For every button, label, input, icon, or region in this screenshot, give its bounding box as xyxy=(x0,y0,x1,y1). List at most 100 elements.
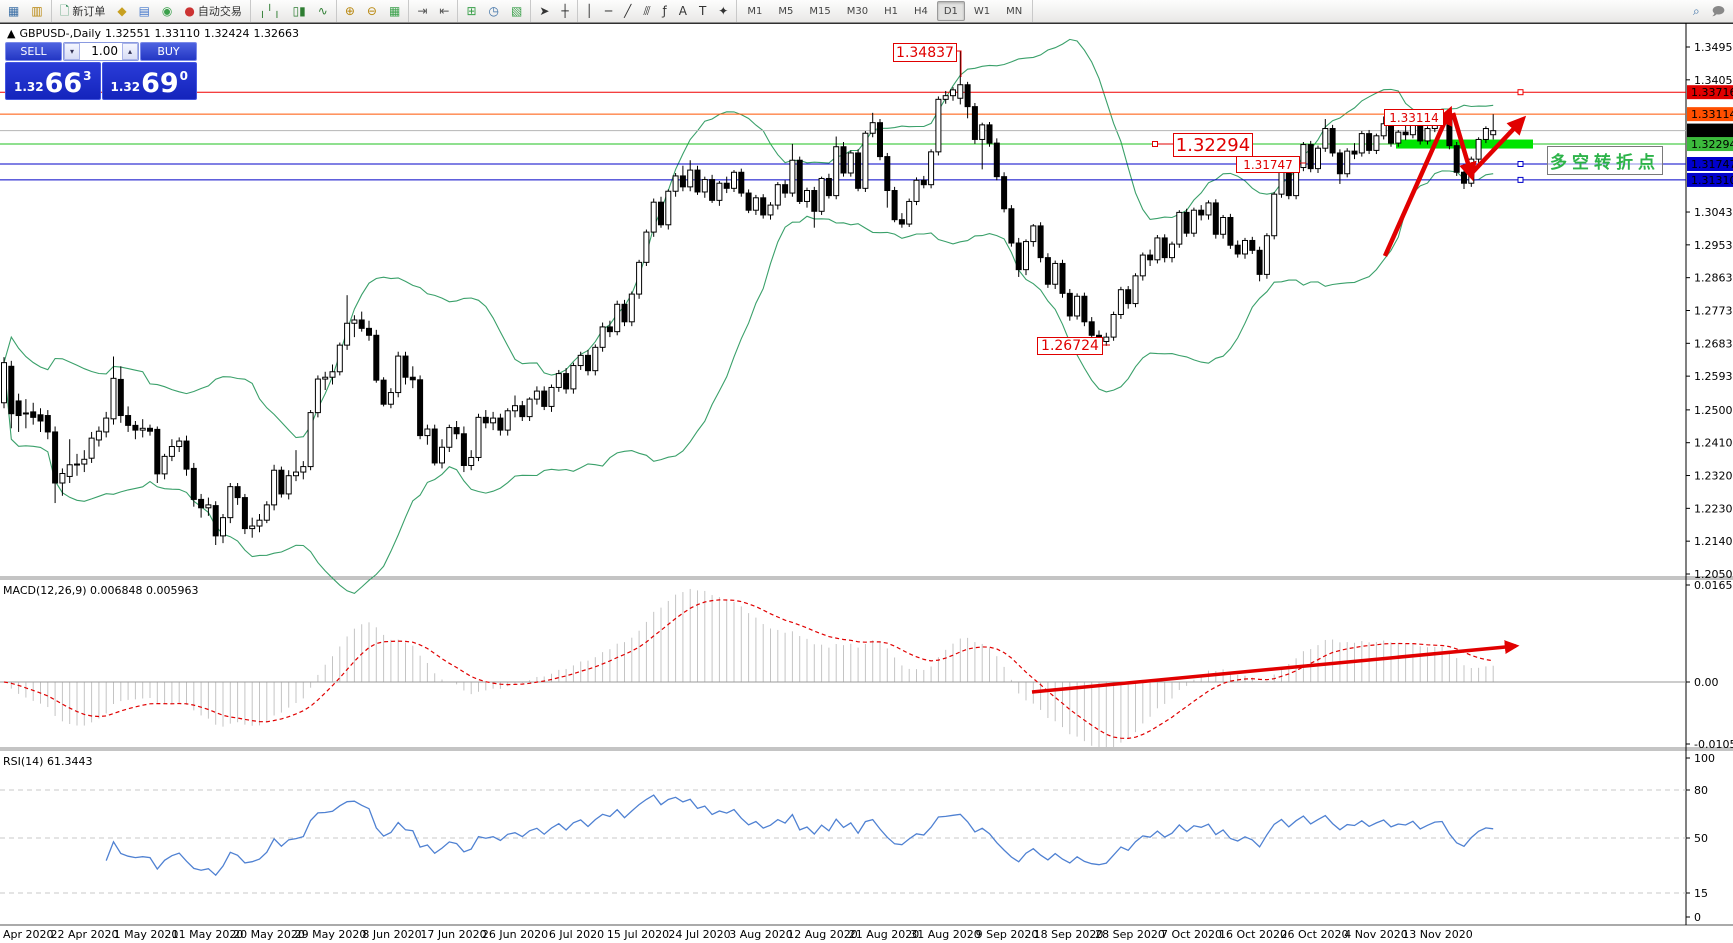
toolbar-new-order-icon[interactable]: 🗋 新订单 xyxy=(55,1,111,21)
toolbar-datawindow-icon[interactable]: ▤ xyxy=(134,1,155,21)
date-tick: 24 Jul 2020 xyxy=(668,928,730,941)
toolbar-label-icon[interactable]: T xyxy=(694,1,711,21)
toolbar-navigator-icon[interactable]: ◉ xyxy=(157,1,177,21)
toolbar-cursor-icon[interactable]: ➤ xyxy=(534,1,554,21)
buy-button[interactable]: BUY xyxy=(140,42,197,61)
timeframe-M30[interactable]: M30 xyxy=(846,5,869,17)
timeframe-M1[interactable]: M1 xyxy=(747,5,763,17)
macd-label: MACD(12,26,9) 0.006848 0.005963 xyxy=(3,584,199,597)
macd-tick: 0.0165 xyxy=(1694,579,1733,592)
date-tick: 8 Jun 2020 xyxy=(362,928,421,941)
channel-icon: ⫻ xyxy=(643,4,651,18)
search-icon: ⌕ xyxy=(1692,4,1700,18)
cursor-icon: ➤ xyxy=(539,4,550,18)
toolbar-search-icon[interactable]: ⌕ xyxy=(1688,1,1705,21)
sell-price-panel[interactable]: 1.32 66 3 xyxy=(5,62,101,100)
price-tag-1.33114 xyxy=(1687,107,1733,122)
date-tick: 15 Jul 2020 xyxy=(607,928,669,941)
toolbar-add-indicator-icon[interactable]: ⊞ xyxy=(461,1,481,21)
date-tick: 21 Aug 2020 xyxy=(849,928,919,941)
rsi-tick: 50 xyxy=(1694,832,1708,845)
trend-arrow xyxy=(1382,105,1453,257)
timeframe-W1[interactable]: W1 xyxy=(973,5,991,17)
toolbar-vline-icon[interactable]: │ xyxy=(581,1,598,21)
date-tick: 12 Aug 2020 xyxy=(787,928,857,941)
buy-price-panel[interactable]: 1.32 69 0 xyxy=(101,62,197,100)
toolbar-fibonacci-icon[interactable]: ƒ xyxy=(658,1,672,21)
new-order-icon: 🗋 xyxy=(59,4,70,18)
symbol-name: GBPUSD-,Daily xyxy=(19,27,101,40)
collapse-arrow-icon[interactable]: ▲ xyxy=(7,27,16,40)
toolbar-chart-shift-icon[interactable]: ⇥ xyxy=(412,1,432,21)
toolbar-period-icon[interactable]: ◷ xyxy=(484,1,504,21)
candle-chart-icon: ▯▮ xyxy=(292,4,306,18)
toolbar-crosshair-icon[interactable]: ┼ xyxy=(556,1,573,21)
price-tick: 1.26830 xyxy=(1694,337,1733,350)
price-tick: 1.25005 xyxy=(1694,404,1733,417)
volume-value[interactable]: 1.00 xyxy=(91,44,118,58)
date-tick: 3 Apr 2020 xyxy=(0,928,54,941)
toolbar-chat-icon[interactable]: 🗩 xyxy=(1707,1,1730,21)
toolbar-tile-windows-icon[interactable]: ▦ xyxy=(384,1,405,21)
price-tick: 1.34955 xyxy=(1694,41,1733,54)
price-annotation-1.34837[interactable]: 1.34837 xyxy=(893,43,957,62)
toolbar-zoom-out-icon[interactable]: ⊖ xyxy=(362,1,382,21)
svg-text:1.31747: 1.31747 xyxy=(1691,158,1733,171)
bull-bear-turning-point-note[interactable]: 多空转折点 xyxy=(1547,146,1663,175)
tile-windows-icon: ▦ xyxy=(388,4,401,18)
price-tag-1.32663 xyxy=(1687,123,1733,138)
toolbar-bar-chart-icon[interactable]: ╷╵╷ xyxy=(254,1,286,21)
date-tick: 22 Apr 2020 xyxy=(50,928,118,941)
date-tick: 28 Sep 2020 xyxy=(1095,928,1165,941)
price-tag-1.33716 xyxy=(1687,85,1733,100)
toolbar-template-icon[interactable]: ▧ xyxy=(506,1,527,21)
volume-down-icon[interactable]: ▾ xyxy=(64,43,80,60)
sell-button[interactable]: SELL xyxy=(5,42,62,61)
toolbar-autoscroll-icon[interactable]: ⇤ xyxy=(434,1,454,21)
timeframe-H1[interactable]: H1 xyxy=(884,5,898,17)
toolbar-new-chart-icon[interactable]: ▦ xyxy=(3,1,24,21)
date-tick: 18 Sep 2020 xyxy=(1034,928,1104,941)
price-tag-1.31747 xyxy=(1687,156,1733,171)
price-tick: 1.27730 xyxy=(1694,304,1733,317)
volume-up-icon[interactable]: ▴ xyxy=(122,43,138,60)
toolbar-marketwatch-icon[interactable]: ◆ xyxy=(112,1,131,21)
price-annotation-1.31747[interactable]: 1.31747 xyxy=(1236,156,1300,173)
shapes-icon: ✦ xyxy=(718,4,729,18)
toolbar-text-icon[interactable]: A xyxy=(674,1,692,21)
price-tag-1.32294 xyxy=(1687,137,1733,152)
price-annotation-1.32294[interactable]: 1.32294 xyxy=(1173,133,1253,157)
symbol-ohlc-line: ▲ GBPUSD-,Daily 1.32551 1.33110 1.32424 1.326… xyxy=(7,27,303,40)
ohlc-high: 1.33110 xyxy=(154,27,200,40)
label-icon: T xyxy=(698,4,707,18)
price-annotation-1.26724[interactable]: 1.26724 xyxy=(1037,337,1103,355)
line-chart-icon: ∿ xyxy=(317,4,328,18)
toolbar-zoom-in-icon[interactable]: ⊕ xyxy=(340,1,360,21)
price-tick: 1.21405 xyxy=(1694,535,1733,548)
toolbar-candle-chart-icon[interactable]: ▯▮ xyxy=(288,1,311,21)
toolbar-shapes-icon[interactable]: ✦ xyxy=(713,1,733,21)
price-tick: 1.24105 xyxy=(1694,437,1733,450)
timeframe-M5[interactable]: M5 xyxy=(778,5,794,17)
date-tick: 17 Jun 2020 xyxy=(420,928,486,941)
timeframe-MN[interactable]: MN xyxy=(1006,5,1023,17)
svg-text:1.31310: 1.31310 xyxy=(1691,174,1733,187)
toolbar-trendline-icon[interactable]: ╱ xyxy=(619,1,636,21)
timeframe-D1[interactable]: D1 xyxy=(936,1,965,21)
date-tick: 4 Nov 2020 xyxy=(1344,928,1407,941)
date-tick: 3 Aug 2020 xyxy=(729,928,792,941)
volume-stepper[interactable]: ▾ 1.00 ▴ xyxy=(63,42,139,61)
timeframe-M15[interactable]: M15 xyxy=(809,5,831,17)
ohlc-open: 1.32551 xyxy=(104,27,151,40)
toolbar-hline-icon[interactable]: ─ xyxy=(600,1,617,21)
toolbar-autotrading-icon[interactable]: ● 自动交易 xyxy=(179,1,246,21)
price-annotation-1.33114[interactable]: 1.33114 xyxy=(1384,109,1444,126)
timeframe-H4[interactable]: H4 xyxy=(913,5,928,17)
toolbar-channel-icon[interactable]: ⫻ xyxy=(638,1,655,21)
toolbar-profiles-icon[interactable]: ▥ xyxy=(26,1,47,21)
svg-text:1.33716: 1.33716 xyxy=(1691,86,1733,99)
toolbar-line-chart-icon[interactable]: ∿ xyxy=(313,1,333,21)
trend-arrow xyxy=(1468,115,1527,177)
bar-chart-icon: ╷╵╷ xyxy=(258,4,281,18)
